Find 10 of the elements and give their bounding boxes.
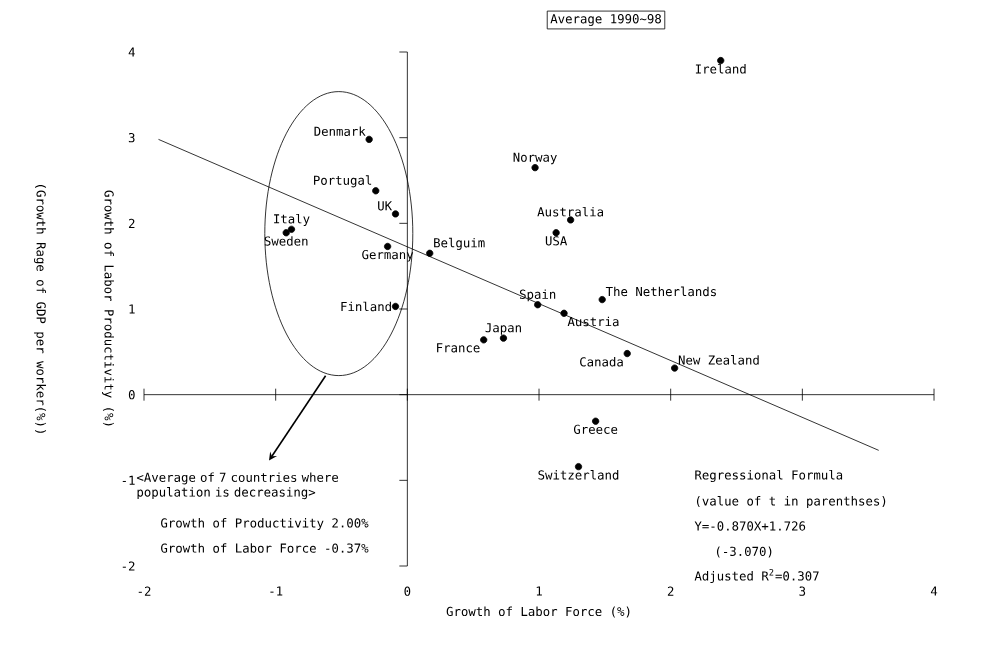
point: [372, 187, 380, 195]
point: [391, 210, 400, 218]
point: [365, 135, 373, 143]
point: [560, 309, 568, 317]
point: [426, 249, 434, 257]
point: [671, 364, 679, 372]
point: [623, 349, 631, 358]
point: [598, 295, 606, 304]
point: [391, 302, 400, 311]
point: [480, 336, 488, 344]
